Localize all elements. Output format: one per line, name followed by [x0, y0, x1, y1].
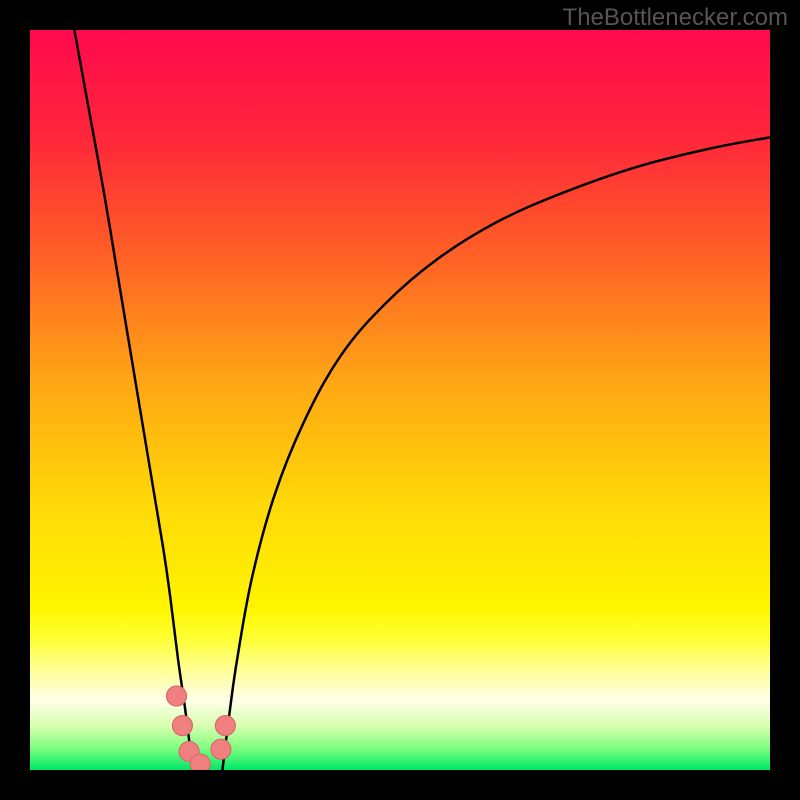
- chart-stage: TheBottlenecker.com: [0, 0, 800, 800]
- watermark-text: TheBottlenecker.com: [563, 4, 788, 32]
- data-marker: [215, 716, 235, 736]
- data-marker: [190, 754, 210, 770]
- data-marker: [167, 686, 187, 706]
- data-marker: [211, 739, 231, 759]
- plot-area: [30, 30, 770, 770]
- plot-svg: [30, 30, 770, 770]
- data-marker: [172, 716, 192, 736]
- gradient-background: [30, 30, 770, 770]
